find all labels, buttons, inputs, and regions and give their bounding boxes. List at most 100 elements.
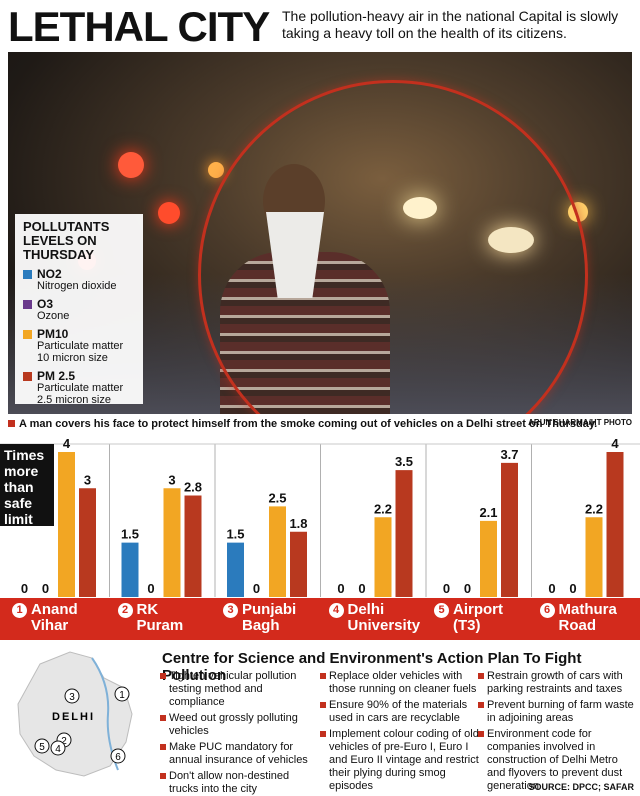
legend-desc: Nitrogen dioxide <box>37 280 117 292</box>
caption-text: A man covers his face to protect himself… <box>19 418 598 430</box>
location-name-line1: RK <box>136 601 159 618</box>
plan-item: Tighten vehicular pollution testing meth… <box>160 670 320 709</box>
legend-item-pm10: PM10 Particulate matter 10 micron size <box>23 328 135 364</box>
plan-item: Environment code for companies involved … <box>478 728 638 793</box>
location-number: 1 <box>12 602 27 618</box>
location-number: 3 <box>223 602 238 618</box>
map-marker-5: 5 <box>34 738 50 754</box>
legend-desc: Particulate matter 10 micron size <box>37 340 124 364</box>
action-plan-title: Centre for Science and Environment's Act… <box>162 650 582 684</box>
location-strip <box>0 598 640 640</box>
bar-value-label: 0 <box>21 581 28 596</box>
bar-pm25-5 <box>501 462 518 597</box>
page-title: LETHAL CITY <box>8 3 270 50</box>
bar-pm10-4 <box>374 517 392 597</box>
bar-value-label: 3.7 <box>500 447 518 462</box>
legend-code: PM 2.5 <box>37 369 76 383</box>
location-number: 2 <box>117 602 133 618</box>
location-number: 6 <box>539 602 555 618</box>
location-name-line1: Delhi <box>347 601 385 618</box>
map-marker-6: 6 <box>110 748 126 764</box>
photo-caption: A man covers his face to protect himself… <box>8 418 632 430</box>
bar-value-label: 3.5 <box>395 454 413 469</box>
bar-value-label: 0 <box>253 581 260 596</box>
map-marker-1: 1 <box>114 686 130 702</box>
bar-value-label: 3 <box>84 472 91 487</box>
legend-code: NO2 <box>37 267 62 281</box>
deck-text: The pollution-heavy air in the national … <box>282 8 619 41</box>
legend-swatch <box>23 269 32 279</box>
bar-value-label: 2.1 <box>479 505 497 520</box>
bar-pm10-1 <box>58 452 75 597</box>
location-label-6: 6 Mathura Road <box>539 598 636 640</box>
bar-value-label: 0 <box>548 581 555 596</box>
bar-value-label: 1.5 <box>121 527 139 542</box>
legend-desc: Ozone <box>37 310 70 322</box>
plan-column-1: Tighten vehicular pollution testing meth… <box>160 670 320 796</box>
bar-value-label: 1.5 <box>226 527 244 542</box>
legend-item-o3: O3 Ozone <box>23 298 135 322</box>
location-label-2: 2 RK Puram <box>117 598 214 640</box>
bar-value-label: 0 <box>464 581 471 596</box>
bar-value-label: 2.2 <box>374 501 392 516</box>
svg-text:3: 3 <box>69 692 75 703</box>
y-axis-label: Times more than safe limit <box>0 444 54 527</box>
legend-item-pm25: PM 2.5 Particulate matter 2.5 micron siz… <box>23 370 135 406</box>
bar-no2-2 <box>121 542 139 597</box>
bar-pm25-4 <box>395 470 413 597</box>
legend-code: O3 <box>37 297 54 311</box>
location-name-line2: Bagh <box>242 617 280 634</box>
location-name-line2: (T3) <box>453 617 481 634</box>
bar-value-label: 0 <box>42 581 49 596</box>
plan-column-2: Replace older vehicles with those runnin… <box>320 670 480 796</box>
bar-value-label: 3 <box>168 472 175 487</box>
plan-item: Prevent burning of farm waste in adjoini… <box>478 699 638 725</box>
bar-value-label: 0 <box>443 581 450 596</box>
bar-value-label: 2.5 <box>268 490 286 505</box>
location-label-3: 3 Punjabi Bagh <box>223 598 319 640</box>
delhi-map: DELHI 1 2 3 4 5 6 <box>17 651 133 777</box>
bar-value-label: 0 <box>147 581 154 596</box>
bar-value-label: 0 <box>337 581 344 596</box>
bar-value-label: 4 <box>63 436 71 451</box>
bar-pm10-2 <box>163 488 181 597</box>
svg-text:5: 5 <box>39 742 45 753</box>
location-label-1: 1 Anand Vihar <box>12 598 108 640</box>
bar-pm25-1 <box>79 488 96 597</box>
location-label-5: 5 Airport (T3) <box>434 598 530 640</box>
plan-item: Don't allow non-destined trucks into the… <box>160 770 320 796</box>
traffic-light <box>118 152 144 178</box>
legend-swatch <box>23 299 32 309</box>
location-name-line2: Puram <box>136 617 184 634</box>
map-marker-4: 4 <box>50 740 66 756</box>
location-name-line2: University <box>347 617 421 634</box>
source-note: SOURCE: DPCC; SAFAR <box>528 782 634 792</box>
plan-item: Ensure 90% of the materials used in cars… <box>320 699 480 725</box>
bar-value-label: 0 <box>569 581 576 596</box>
location-name-line1: Airport <box>453 601 503 618</box>
bar-no2-3 <box>227 542 244 597</box>
legend-code: PM10 <box>37 327 69 341</box>
svg-text:6: 6 <box>115 752 121 763</box>
bar-value-label: 1.8 <box>289 516 307 531</box>
location-name-line1: Mathura <box>558 601 617 618</box>
location-number: 4 <box>328 602 344 618</box>
bar-pm10-3 <box>269 506 286 597</box>
map-label: DELHI <box>52 711 95 723</box>
legend-item-no2: NO2 Nitrogen dioxide <box>23 268 135 292</box>
plan-item: Implement colour coding of old vehicles … <box>320 728 480 793</box>
bar-value-label: 2.8 <box>184 480 202 495</box>
bar-value-label: 0 <box>358 581 365 596</box>
plan-item: Replace older vehicles with those runnin… <box>320 670 480 696</box>
traffic-light <box>208 162 224 178</box>
legend-swatch <box>23 329 32 339</box>
bar-value-label: 4 <box>611 436 619 451</box>
legend-title: POLLUTANTS LEVELS ON THURSDAY <box>23 219 110 262</box>
legend-desc: Particulate matter 2.5 micron size <box>37 382 124 406</box>
svg-text:4: 4 <box>55 744 61 755</box>
location-name-line2: Road <box>558 617 597 634</box>
plan-item: Make PUC mandatory for annual insurance … <box>160 741 320 767</box>
location-name-line2: Vihar <box>31 617 69 634</box>
svg-text:2: 2 <box>61 736 67 747</box>
